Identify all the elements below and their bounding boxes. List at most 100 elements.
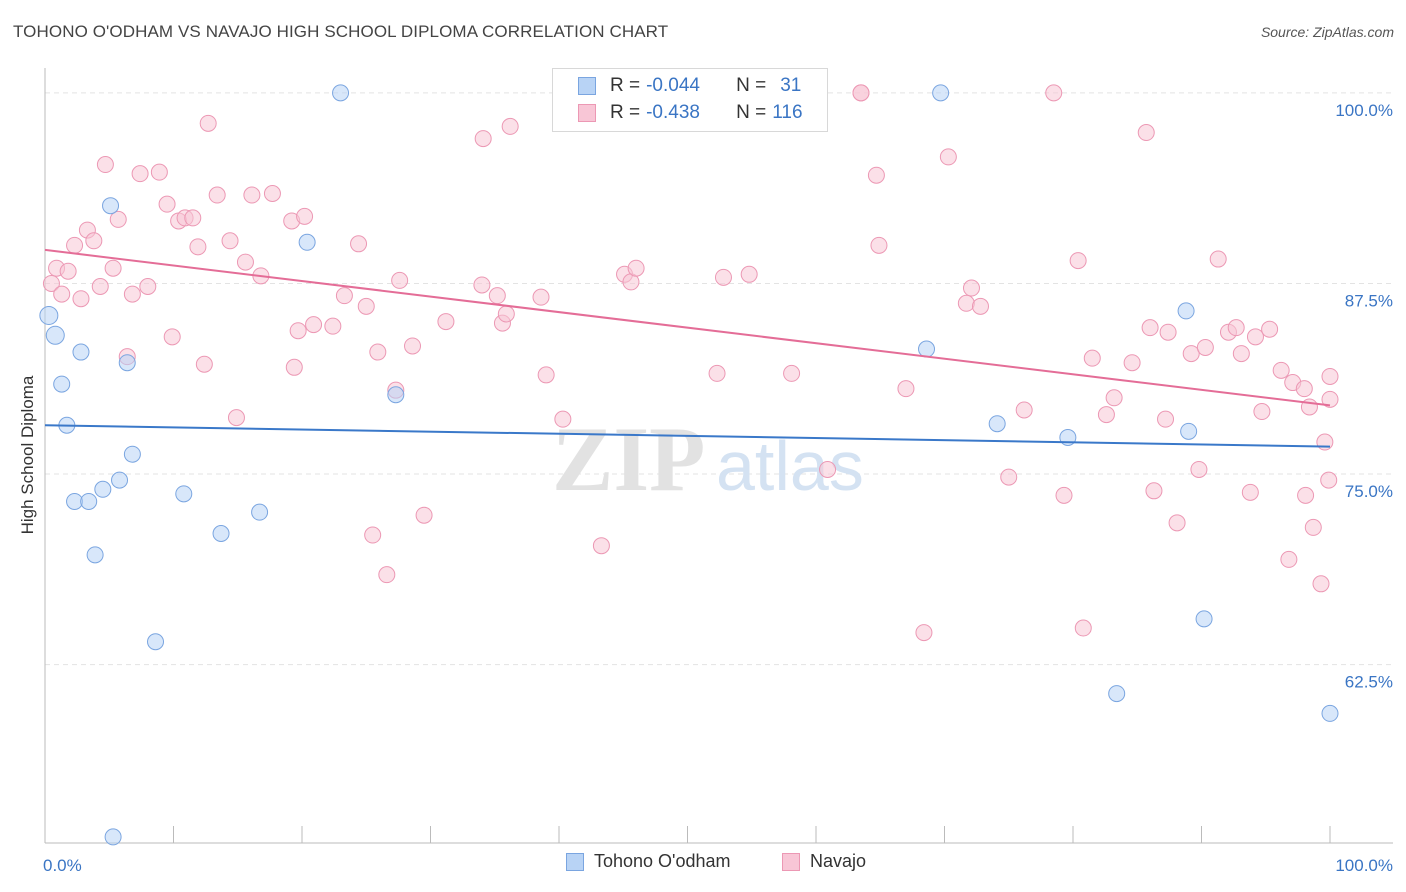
navajo-point — [532, 288, 550, 306]
tohono-trend-line — [44, 424, 1331, 448]
navajo-point — [1168, 514, 1186, 532]
navajo-point — [819, 460, 837, 478]
navajo-point — [708, 364, 726, 382]
tohono-point — [1195, 610, 1213, 628]
navajo-point — [305, 316, 323, 334]
navajo-point — [714, 268, 732, 286]
tohono-point — [39, 305, 59, 325]
x-tick-label: 0.0% — [43, 856, 82, 875]
legend-n-label: N = — [736, 75, 767, 96]
series-name-navajo: Navajo — [810, 851, 867, 871]
tohono-point — [45, 325, 65, 345]
navajo-point — [243, 186, 261, 204]
navajo-point — [437, 313, 455, 331]
navajo-point — [415, 506, 433, 524]
navajo-point — [939, 148, 957, 166]
navajo-point — [335, 287, 353, 305]
navajo-point — [1145, 482, 1163, 500]
series-swatch-navajo — [782, 852, 800, 871]
legend-swatch-navajo — [578, 104, 596, 122]
tohono-point — [1180, 422, 1198, 440]
legend-n-value-tohono: 31 — [780, 75, 802, 96]
navajo-point — [150, 163, 168, 181]
navajo-point — [66, 236, 84, 254]
navajo-point — [1261, 320, 1279, 338]
navajo-point — [236, 253, 254, 271]
axes — [44, 68, 1393, 844]
navajo-point — [357, 297, 375, 315]
navajo-point — [1157, 410, 1175, 428]
legend-row-tohono: R = -0.044 N = 31 — [553, 73, 801, 99]
navajo-point — [1055, 486, 1073, 504]
x-tick-label: 100.0% — [1335, 856, 1393, 875]
navajo-point — [139, 278, 157, 296]
navajo-point — [1097, 406, 1115, 424]
legend-n-label: N = — [736, 102, 767, 123]
navajo-point — [1297, 486, 1315, 504]
series-legend-navajo[interactable]: Navajo — [782, 851, 866, 872]
legend-r-label: R = — [610, 75, 641, 96]
legend-n-value-navajo: 116 — [772, 102, 803, 123]
tohono-point — [80, 492, 98, 510]
navajo-point — [1000, 468, 1018, 486]
tohono-point — [53, 375, 71, 393]
navajo-point — [53, 285, 71, 303]
navajo-point — [163, 328, 181, 346]
navajo-point — [1196, 338, 1214, 356]
navajo-point — [131, 165, 149, 183]
tohono-point — [147, 633, 165, 651]
navajo-point — [1253, 403, 1271, 421]
tohono-point — [1321, 704, 1339, 722]
navajo-point — [1159, 323, 1177, 341]
navajo-point — [42, 274, 60, 292]
tohono-point — [111, 471, 129, 489]
tohono-point — [988, 415, 1006, 433]
navajo-point — [369, 343, 387, 361]
navajo-point — [404, 337, 422, 355]
tohono-point — [72, 343, 90, 361]
navajo-point — [1321, 390, 1339, 408]
tohono-point — [1108, 685, 1126, 703]
navajo-point — [296, 207, 314, 225]
navajo-point — [109, 210, 127, 228]
navajo-point — [971, 297, 989, 315]
navajo-point — [1316, 433, 1334, 451]
legend-row-navajo: R = -0.438 N = 116 — [553, 100, 803, 126]
navajo-point — [852, 84, 870, 102]
navajo-point — [1227, 319, 1245, 337]
navajo-point — [391, 271, 409, 289]
navajo-point — [957, 294, 975, 312]
tohono-point — [1177, 302, 1195, 320]
correlation-legend: R = -0.044 N = 31 R = -0.438 N = 116 — [552, 68, 828, 132]
tohono-point — [932, 84, 950, 102]
series-swatch-tohono — [566, 852, 584, 871]
tohono-point — [94, 480, 112, 498]
navajo-point — [104, 259, 122, 277]
navajo-point — [378, 566, 396, 584]
navajo-point — [740, 265, 758, 283]
navajo-point — [1105, 389, 1123, 407]
navajo-point — [1209, 250, 1227, 268]
navajo-point — [497, 305, 515, 323]
navajo-point — [91, 278, 109, 296]
tohono-point — [918, 340, 936, 358]
watermark-zip: ZIP — [552, 408, 705, 510]
series-legend-tohono[interactable]: Tohono O'odham — [566, 851, 731, 872]
navajo-point — [1190, 460, 1208, 478]
navajo-point — [123, 285, 141, 303]
navajo-point — [158, 195, 176, 213]
tohono-point — [332, 84, 350, 102]
navajo-point — [208, 186, 226, 204]
navajo-point — [1232, 345, 1250, 363]
y-tick-label: 62.5% — [1345, 673, 1393, 692]
navajo-point — [501, 117, 519, 135]
navajo-point — [488, 287, 506, 305]
y-tick-label: 75.0% — [1345, 482, 1393, 501]
navajo-point — [1272, 361, 1290, 379]
navajo-point — [1320, 471, 1338, 489]
navajo-point — [227, 409, 245, 427]
navajo-point — [1083, 349, 1101, 367]
navajo-point — [473, 276, 491, 294]
navajo-point — [195, 355, 213, 373]
navajo-point — [1182, 345, 1200, 363]
